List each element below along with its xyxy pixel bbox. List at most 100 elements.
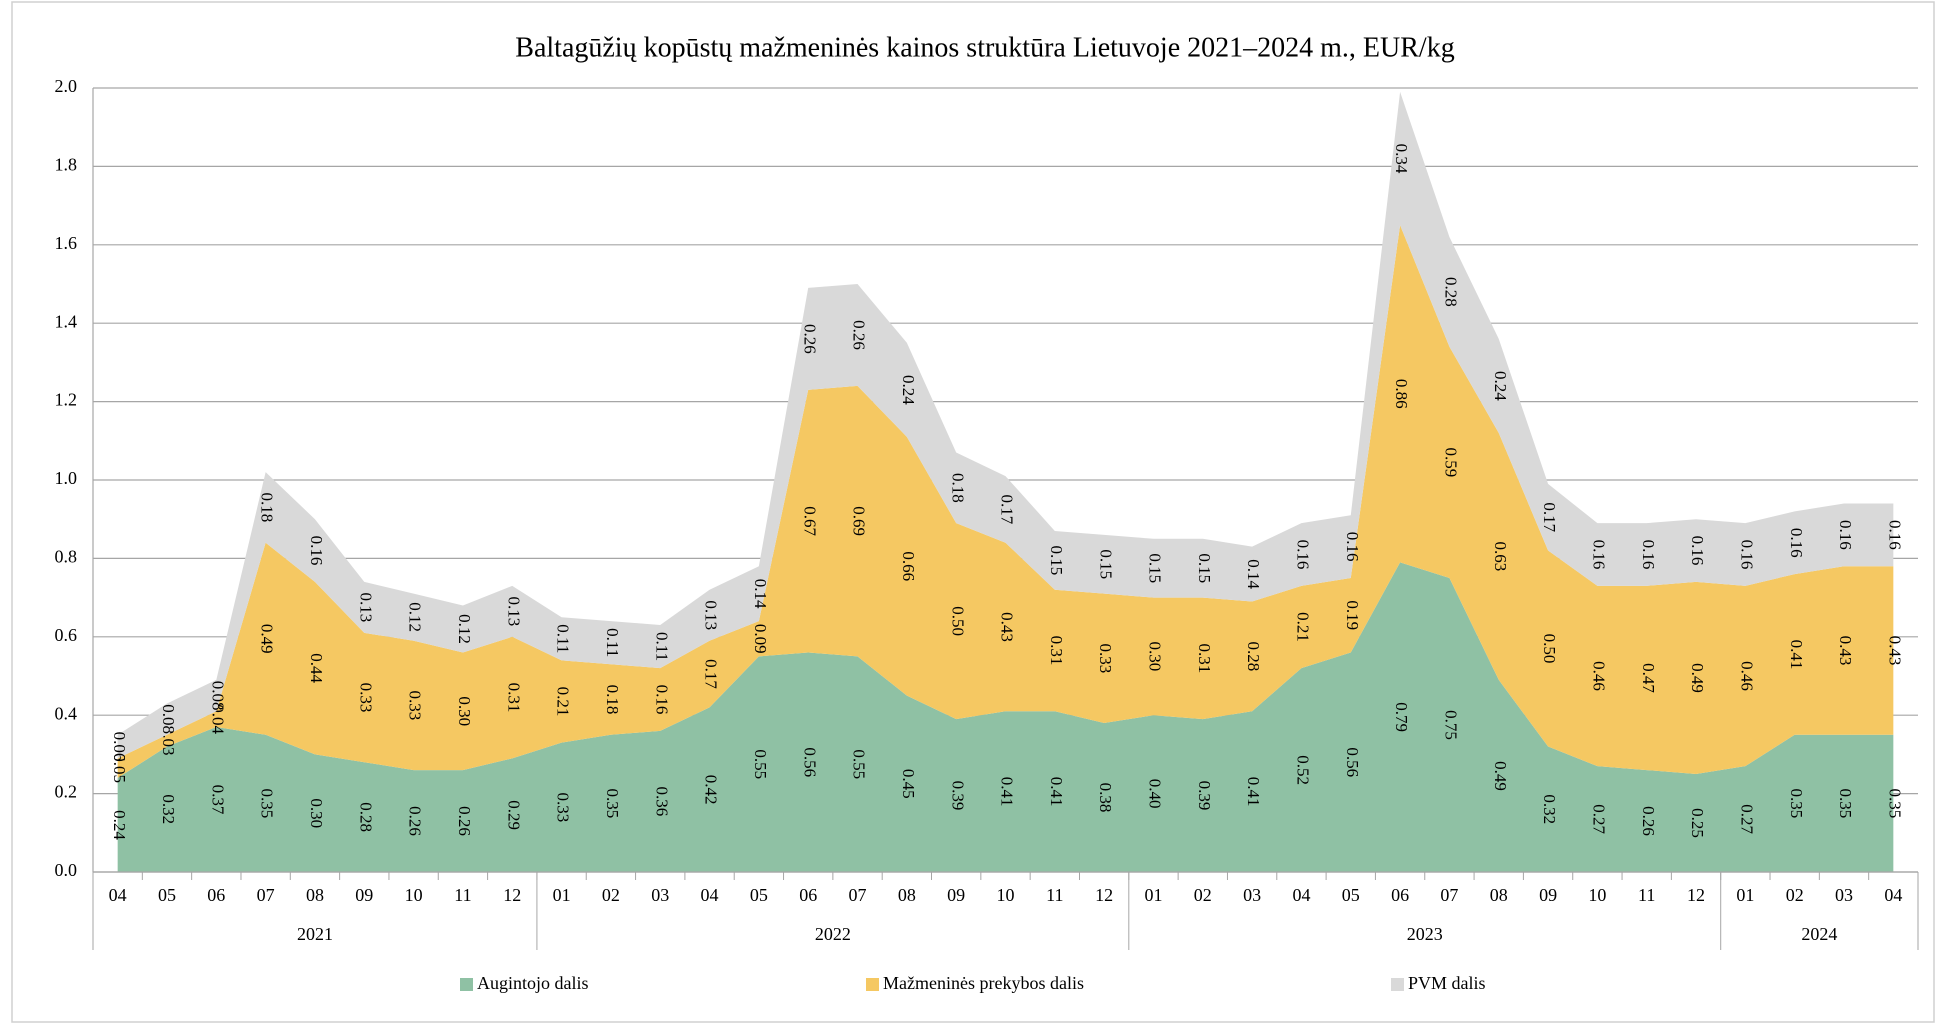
value-label: 0.16	[1343, 532, 1362, 562]
year-label: 2021	[297, 924, 333, 944]
legend-label: Augintojo dalis	[477, 973, 589, 993]
value-label: 0.46	[1589, 661, 1608, 691]
value-label: 0.08	[159, 704, 178, 734]
value-label: 0.05	[110, 753, 129, 783]
area	[117, 225, 1894, 778]
value-label: 0.13	[504, 596, 523, 626]
x-tick-label: 12	[1687, 885, 1705, 905]
x-tick-label: 05	[1342, 885, 1360, 905]
x-tick-label: 08	[1490, 885, 1508, 905]
value-label: 0.30	[1146, 642, 1165, 672]
x-tick-label: 08	[898, 885, 916, 905]
value-label: 0.27	[1589, 804, 1608, 834]
value-label: 0.28	[1442, 277, 1461, 307]
value-label: 0.18	[948, 473, 967, 503]
value-label: 0.16	[1787, 528, 1806, 558]
value-label: 0.69	[850, 506, 869, 536]
x-tick-label: 04	[701, 885, 719, 905]
value-label: 0.44	[307, 653, 326, 683]
value-label: 0.46	[1737, 661, 1756, 691]
value-label: 0.32	[159, 794, 178, 824]
value-label: 0.30	[307, 798, 326, 828]
value-label: 0.17	[998, 495, 1017, 525]
value-label: 0.55	[850, 749, 869, 779]
value-label: 0.35	[1885, 789, 1904, 819]
x-tick-label: 10	[1588, 885, 1606, 905]
value-label: 0.11	[603, 628, 622, 657]
x-tick-label: 09	[947, 885, 965, 905]
value-label: 0.16	[1294, 540, 1313, 570]
value-label: 0.11	[652, 632, 671, 661]
value-label: 0.35	[258, 789, 277, 819]
x-tick-label: 12	[503, 885, 521, 905]
value-label: 0.67	[800, 506, 819, 536]
value-label: 0.08	[208, 681, 227, 711]
y-tick-label: 1.2	[55, 390, 78, 410]
value-label: 0.56	[800, 747, 819, 777]
value-label: 0.15	[1047, 545, 1066, 575]
value-label: 0.12	[455, 614, 474, 644]
value-label: 0.14	[1244, 559, 1263, 589]
x-tick-label: 02	[1194, 885, 1212, 905]
x-tick-label: 03	[651, 885, 669, 905]
value-label: 0.33	[554, 792, 573, 822]
value-label: 0.75	[1442, 710, 1461, 740]
value-label: 0.13	[702, 600, 721, 630]
y-tick-label: 0.2	[55, 782, 78, 802]
value-label: 0.33	[1096, 643, 1115, 673]
value-label: 0.33	[356, 683, 375, 713]
x-tick-label: 07	[1440, 885, 1458, 905]
year-label: 2024	[1801, 924, 1837, 944]
value-label: 0.66	[899, 551, 918, 581]
value-label: 0.26	[1639, 806, 1658, 836]
y-tick-label: 1.0	[55, 468, 78, 488]
x-tick-label: 11	[454, 885, 471, 905]
value-label: 0.56	[1343, 747, 1362, 777]
value-label: 0.29	[504, 800, 523, 830]
value-label: 0.79	[1392, 702, 1411, 732]
value-label: 0.59	[1442, 447, 1461, 477]
y-tick-label: 1.8	[55, 155, 78, 175]
value-label: 0.13	[356, 593, 375, 623]
legend-swatch	[1391, 978, 1404, 991]
year-label: 2023	[1407, 924, 1443, 944]
value-label: 0.31	[1047, 636, 1066, 666]
value-label: 0.52	[1294, 755, 1313, 785]
value-label: 0.40	[1146, 779, 1165, 809]
value-label: 0.36	[652, 787, 671, 817]
value-label: 0.50	[948, 606, 967, 636]
area	[117, 91, 1894, 759]
x-tick-label: 01	[1736, 885, 1754, 905]
value-label: 0.11	[554, 624, 573, 653]
value-label: 0.27	[1737, 804, 1756, 834]
x-tick-label: 06	[207, 885, 225, 905]
value-label: 0.16	[1836, 520, 1855, 550]
value-label: 0.24	[110, 810, 129, 840]
value-label: 0.18	[603, 685, 622, 715]
value-label: 0.26	[850, 320, 869, 350]
x-tick-label: 07	[257, 885, 275, 905]
y-tick-label: 1.6	[55, 233, 78, 253]
legend-label: Mažmeninės prekybos dalis	[883, 973, 1084, 993]
x-tick-label: 12	[1095, 885, 1113, 905]
value-label: 0.41	[1787, 640, 1806, 670]
value-label: 0.16	[307, 536, 326, 566]
value-label: 0.16	[1885, 520, 1904, 550]
value-label: 0.16	[652, 685, 671, 715]
value-label: 0.41	[1244, 777, 1263, 807]
value-label: 0.43	[1885, 636, 1904, 666]
value-label: 0.16	[1639, 540, 1658, 570]
y-tick-label: 0.4	[55, 703, 78, 723]
value-label: 0.09	[751, 624, 770, 654]
x-tick-label: 04	[109, 885, 127, 905]
value-label: 0.41	[998, 777, 1017, 807]
value-label: 0.38	[1096, 783, 1115, 813]
value-label: 0.39	[948, 781, 967, 811]
value-label: 0.55	[751, 749, 770, 779]
value-label: 0.16	[1589, 540, 1608, 570]
x-tick-label: 10	[405, 885, 423, 905]
year-label: 2022	[815, 924, 851, 944]
x-tick-label: 06	[1391, 885, 1409, 905]
value-label: 0.28	[1244, 642, 1263, 672]
x-tick-label: 09	[355, 885, 373, 905]
